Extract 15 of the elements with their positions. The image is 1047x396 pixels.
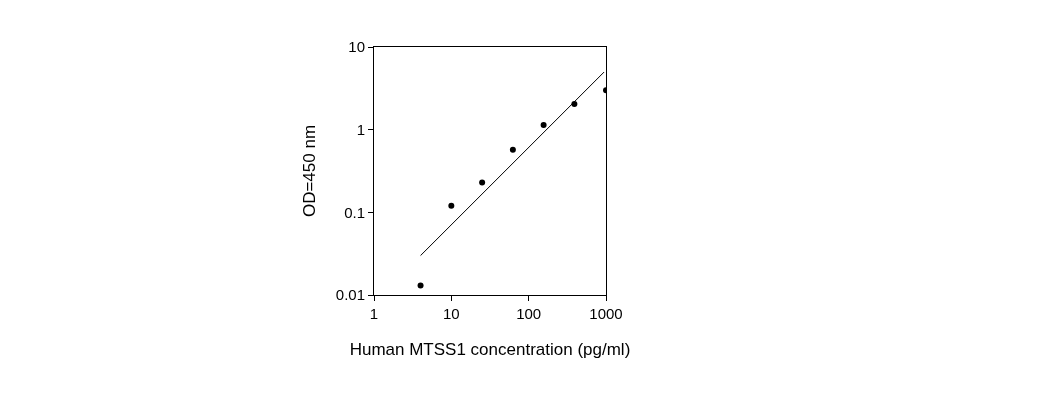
x-tick-label: 10 (442, 305, 460, 322)
point (479, 179, 486, 186)
x-axis-title: Human MTSS1 concentration (pg/ml) (349, 340, 631, 360)
x-tick-label: 1000 (589, 305, 623, 322)
point (417, 282, 424, 289)
point (509, 146, 516, 153)
point (448, 202, 455, 209)
y-tick-label: 0.1 (344, 203, 365, 221)
y-tick-label: 10 (348, 38, 365, 56)
y-axis-title: OD=450 nm (300, 124, 320, 218)
x-tick-label: 100 (516, 305, 542, 322)
x-tick-label: 1 (369, 305, 379, 322)
y-tick-label: 1 (356, 120, 365, 138)
point (540, 121, 547, 128)
y-tick-label: 0.01 (335, 286, 365, 304)
